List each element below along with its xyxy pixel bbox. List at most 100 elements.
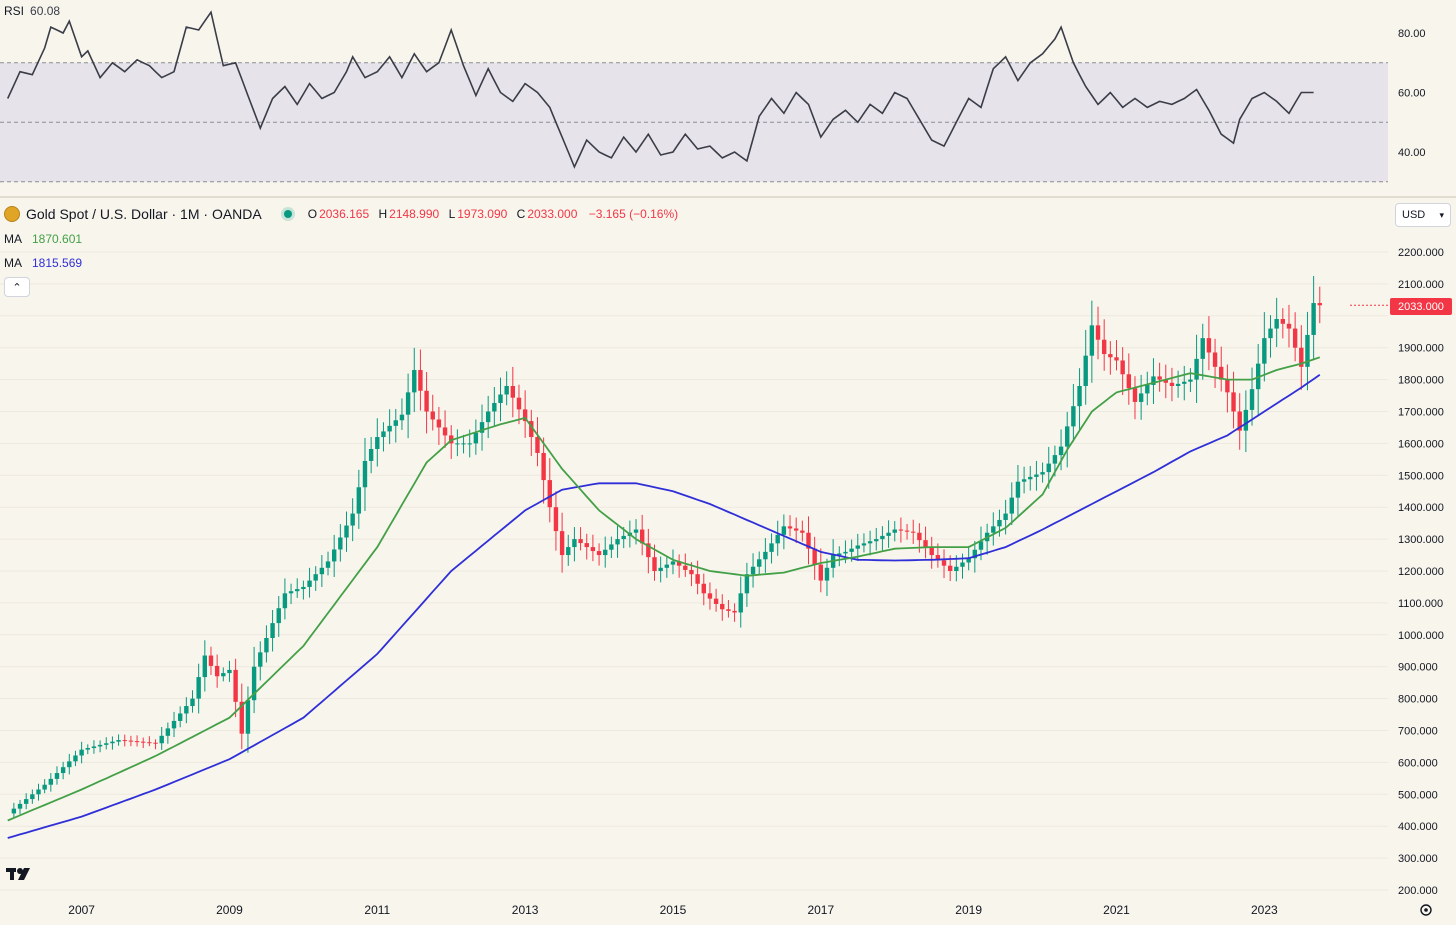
candle-body [1280, 318, 1286, 324]
price-tick-label: 800.000 [1398, 694, 1438, 706]
ma1-legend[interactable]: MA 1870.601 [4, 232, 82, 246]
price-tick-label: 900.000 [1398, 662, 1438, 674]
market-status-icon [283, 210, 292, 218]
candle-body [177, 713, 183, 721]
candle-body [307, 580, 312, 587]
candle-body [1212, 352, 1218, 367]
candle-body [664, 564, 670, 568]
candle-body [436, 419, 442, 428]
price-grid [0, 251, 1388, 891]
candle-body [1089, 325, 1095, 356]
candle-body [128, 740, 134, 742]
candle-body [245, 700, 251, 734]
tradingview-logo-icon[interactable] [6, 868, 30, 880]
candle-body [1114, 357, 1119, 361]
candle-body [553, 507, 559, 532]
ma2-value: 1815.569 [32, 256, 83, 270]
candle-body [1231, 392, 1236, 412]
candle-body [886, 532, 891, 536]
candle-body [1219, 366, 1224, 380]
candle-body [313, 574, 318, 581]
candle-body [769, 543, 774, 552]
price-axis: 2200.000 2100.000 1900.000 1800.000 1700.000… [1398, 247, 1444, 897]
currency-select[interactable]: USD ▾ [1395, 203, 1451, 227]
candle-body [615, 539, 620, 545]
candle-body [929, 547, 934, 556]
candle-body [264, 637, 269, 653]
candle-body [165, 728, 171, 736]
candle-body [652, 557, 657, 571]
candle-body [701, 583, 706, 594]
candle-body [1145, 384, 1150, 394]
settings-gear-icon[interactable] [1420, 904, 1432, 916]
ma2-line [7, 374, 1321, 839]
candle-body [590, 547, 596, 552]
candle-body [837, 553, 842, 556]
candle-body [1237, 411, 1242, 431]
candle-body [510, 385, 516, 398]
candle-body [603, 549, 608, 556]
candle-body [689, 569, 694, 575]
candle-body [1126, 374, 1132, 389]
candle-body [843, 551, 848, 554]
rsi-grid [0, 62, 1388, 183]
candle-body [1292, 328, 1298, 348]
candle-body [11, 808, 17, 814]
collapse-legend-button[interactable]: ⌃ [4, 277, 30, 297]
candle-body [208, 655, 214, 666]
candle-body [1095, 325, 1101, 340]
candle-body [1305, 334, 1310, 367]
candle-body [806, 532, 811, 549]
candle-body [442, 427, 448, 436]
candle-body [141, 741, 146, 743]
candle-body [880, 535, 885, 540]
candle-body [867, 541, 873, 544]
candle-body [393, 420, 398, 426]
candle-body [800, 530, 805, 533]
candle-body [1009, 497, 1014, 514]
candle-body [732, 610, 737, 613]
ma2-label: MA [4, 256, 22, 270]
price-tick-label: 500.000 [1398, 789, 1438, 801]
symbol-legend[interactable]: Gold Spot / U.S. Dollar · 1M · OANDA O 20… [4, 206, 680, 222]
candle-body [966, 558, 971, 563]
candle-body [1299, 347, 1304, 367]
candle-body [430, 411, 435, 420]
candle-body [1071, 406, 1076, 427]
candle-body [676, 561, 682, 566]
candle-body [184, 706, 189, 714]
candle-body [97, 744, 103, 747]
candle-body [492, 402, 497, 412]
candle-body [375, 437, 380, 449]
candle-body [282, 593, 288, 609]
rsi-legend[interactable]: RSI 60.08 [4, 4, 60, 18]
price-tick-label: 300.000 [1398, 853, 1438, 865]
candle-body [1058, 446, 1064, 456]
candle-body [621, 535, 626, 540]
chevron-down-icon: ▾ [1439, 209, 1444, 220]
candle-body [947, 565, 953, 571]
candle-body [812, 548, 817, 565]
candle-body [1052, 455, 1058, 464]
candle-body [793, 528, 799, 531]
ma2-legend[interactable]: MA 1815.569 [4, 256, 82, 270]
candle-body [972, 549, 978, 559]
candle-body [1120, 360, 1125, 375]
candle-body [923, 540, 928, 548]
price-tick-label: 400.000 [1398, 821, 1438, 833]
candle-body [202, 655, 208, 678]
candle-body [227, 669, 232, 674]
candle-body [1311, 303, 1316, 335]
symbol-title[interactable]: Gold Spot / U.S. Dollar · 1M · OANDA [26, 206, 262, 222]
candle-body [566, 547, 571, 556]
candle-body [60, 767, 66, 774]
candle-body [1169, 382, 1175, 386]
candle-body [54, 773, 60, 779]
candle-body [344, 525, 349, 538]
candle-body [787, 526, 793, 529]
candle-body [904, 530, 910, 532]
candle-body [713, 598, 719, 604]
candle-body [190, 698, 195, 707]
candle-body [1249, 389, 1255, 410]
